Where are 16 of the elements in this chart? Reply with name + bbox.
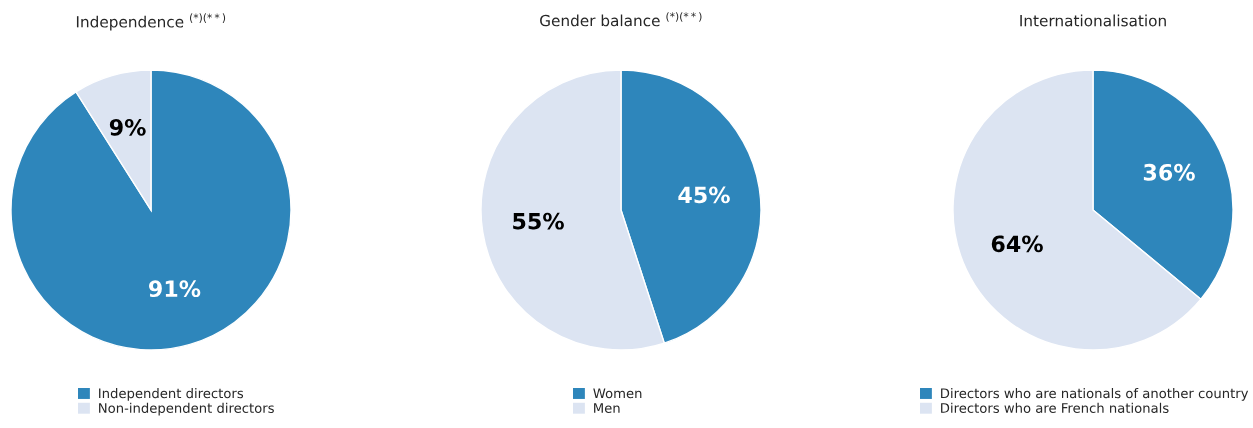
legend-label: Directors who are French nationals bbox=[941, 402, 1169, 413]
data-label: 45% bbox=[678, 186, 730, 204]
data-label: 36% bbox=[1143, 163, 1195, 181]
data-label: 91% bbox=[148, 280, 201, 298]
legend-label: Women bbox=[593, 388, 642, 399]
pie-slice bbox=[10, 69, 292, 351]
chart-title: Gender balance $^{(*)(**)}$ bbox=[540, 12, 702, 27]
data-label: 64% bbox=[991, 235, 1043, 253]
legend-label: Men bbox=[594, 403, 620, 413]
legend-label: Non-independent directors bbox=[99, 402, 274, 416]
chart-title: Independence $^{(*)(**)}$ bbox=[76, 13, 226, 31]
legend-label: Directors who are nationals of another country bbox=[941, 388, 1249, 401]
data-label: 55% bbox=[513, 212, 564, 230]
chart-title: Internationalisation bbox=[1020, 14, 1166, 27]
legend-label: Independent directors bbox=[99, 388, 244, 401]
data-label: 9% bbox=[109, 118, 146, 136]
